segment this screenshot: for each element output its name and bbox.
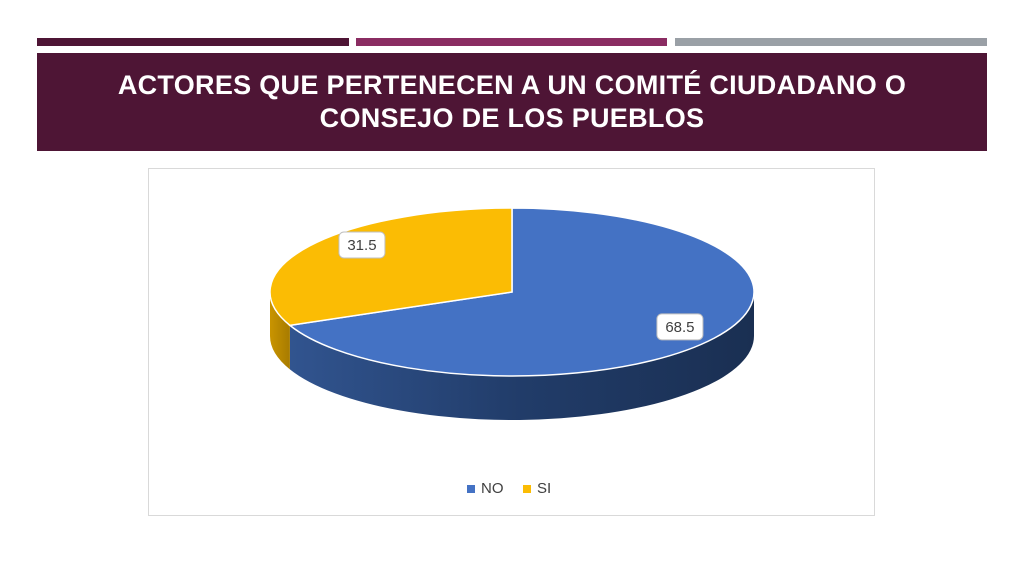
top-stripe-3 (675, 38, 987, 46)
title-banner: ACTORES QUE PERTENECEN A UN COMITÉ CIUDA… (37, 53, 987, 151)
legend-label-no: NO (481, 480, 504, 497)
pie-side-si (270, 292, 290, 370)
top-stripe-2 (356, 38, 667, 46)
legend-swatch-no (467, 485, 475, 493)
legend-item-no: NO (467, 480, 504, 497)
data-label-no: 68.5 (656, 313, 704, 341)
legend-item-si: SI (523, 480, 551, 497)
pie-side-no (289, 292, 754, 420)
pie-chart: 68.5 31.5 NO SI (269, 207, 755, 497)
pie-slice-no (288, 207, 755, 377)
top-stripe-1 (37, 38, 349, 46)
slide-title: ACTORES QUE PERTENECEN A UN COMITÉ CIUDA… (117, 70, 907, 133)
legend-label-si: SI (537, 480, 551, 497)
pie-slice-si (269, 207, 513, 327)
svg-text:68.5: 68.5 (665, 319, 694, 336)
chart-frame: 68.5 31.5 NO SI (148, 168, 875, 516)
svg-text:31.5: 31.5 (347, 237, 376, 254)
legend-swatch-si (523, 485, 531, 493)
data-label-si: 31.5 (338, 231, 386, 259)
